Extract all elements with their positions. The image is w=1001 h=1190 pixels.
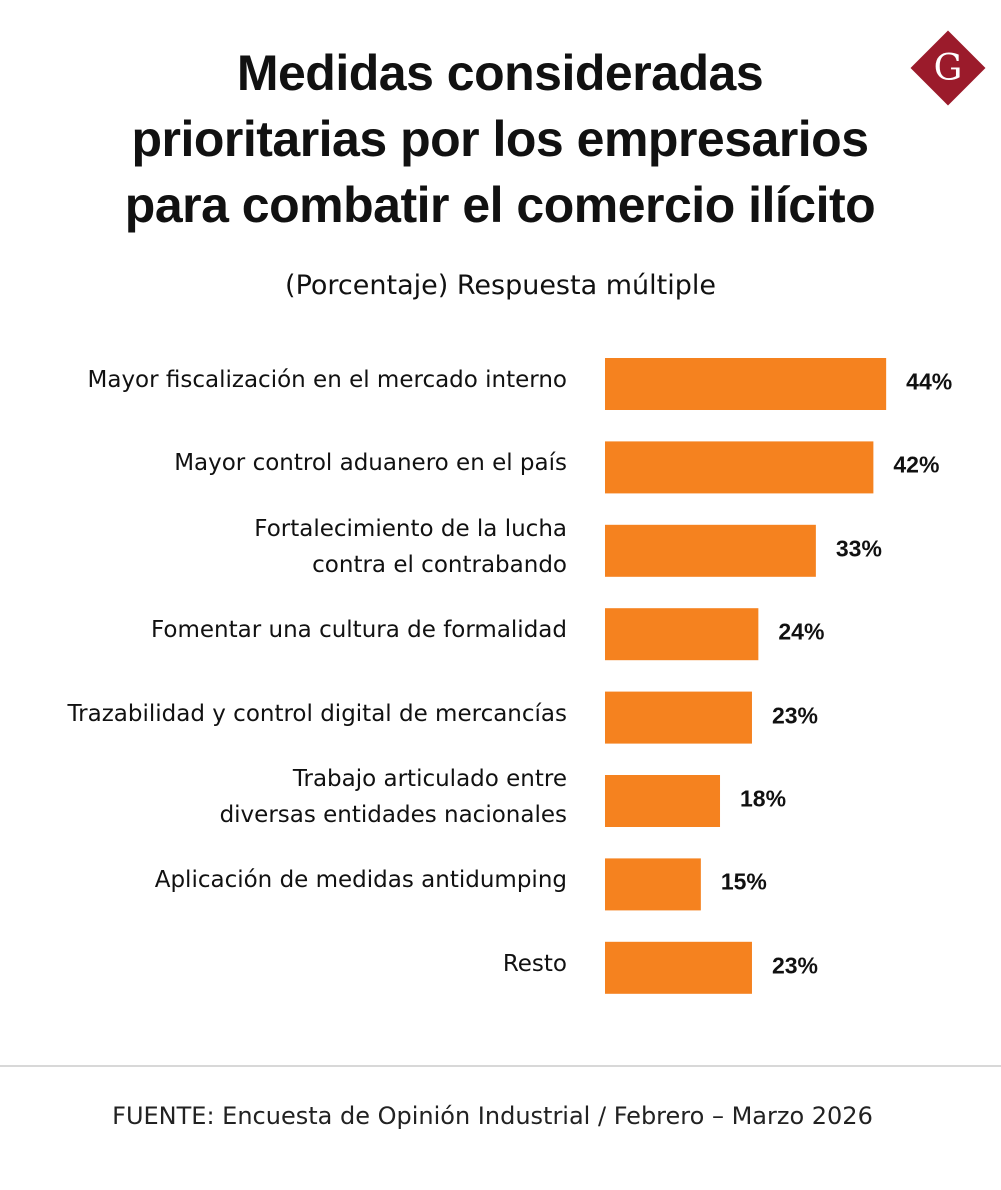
chart-subtitle: (Porcentaje) Respuesta múltiple — [285, 270, 716, 301]
bar — [605, 608, 759, 661]
value-label: 23% — [771, 702, 819, 729]
logo-letter: G — [934, 48, 963, 89]
bar — [605, 524, 816, 577]
category-label: Resto — [502, 950, 567, 977]
value-label: 33% — [835, 535, 882, 562]
value-label: 24% — [778, 618, 825, 645]
value-label: 18% — [740, 785, 787, 812]
bar — [605, 441, 874, 494]
category-label: Mayor control aduanero en el país — [174, 450, 567, 477]
category-label: Aplicación de medidas antidumping — [154, 867, 567, 894]
value-label: 15% — [720, 868, 767, 895]
logo: G — [906, 26, 990, 110]
source-note: FUENTE: Encuesta de Opinión Industrial /… — [112, 1102, 873, 1130]
logo-diamond — [906, 26, 990, 110]
bar — [605, 691, 752, 744]
category-label: Fortalecimiento de la lucha contra el co… — [254, 515, 567, 578]
value-label: 42% — [893, 451, 940, 478]
value-label: 23% — [771, 952, 819, 979]
category-label: Mayor fiscalización en el mercado intern… — [87, 367, 568, 393]
value-label: 44% — [906, 368, 953, 395]
category-label: Fomentar una cultura de formalidad — [151, 617, 567, 644]
chart-title: Medidas consideradas prioritarias por lo… — [124, 45, 876, 233]
bar — [605, 941, 752, 994]
bar — [605, 775, 721, 827]
category-label: Trazabilidad y control digital de mercan… — [67, 700, 567, 727]
bar — [605, 358, 887, 410]
category-label: Trabajo articulado entre diversas entida… — [219, 766, 567, 828]
bar — [605, 858, 701, 911]
